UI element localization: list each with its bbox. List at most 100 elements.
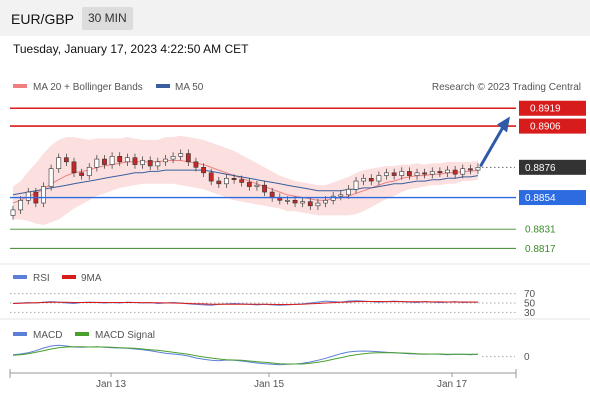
candle-body — [338, 194, 344, 197]
candle-body — [124, 157, 130, 163]
candle-body — [246, 182, 252, 187]
x-axis: Jan 13 Jan 15 Jan 17 — [96, 373, 467, 390]
candle-body — [361, 178, 367, 182]
candle-body — [285, 199, 290, 202]
header-bar: EUR/GBP 30 MIN — [0, 0, 590, 36]
last-price-tag — [519, 159, 586, 175]
rsi-level-label: 70 — [524, 289, 536, 300]
legend-macd-signal-label: MACD Signal — [95, 330, 155, 341]
candle-body — [323, 199, 328, 204]
candle-body — [452, 169, 458, 175]
candle-body — [163, 158, 168, 163]
candle-body — [117, 156, 123, 163]
macd-signal-line — [12, 346, 478, 365]
support-label: 0.8831 — [525, 225, 556, 236]
pivot-label: 0.8854 — [525, 193, 556, 204]
candle-body — [406, 171, 412, 176]
candle-body — [239, 179, 245, 183]
candle-body — [185, 153, 191, 163]
legend-macd-label: MACD — [33, 330, 62, 341]
candle-body — [414, 172, 420, 176]
price-panel — [10, 135, 481, 226]
timeframe-badge[interactable]: 30 MIN — [82, 7, 133, 30]
resistance-label: 0.8919 — [530, 104, 561, 115]
candle-body — [170, 156, 176, 160]
candle-body — [384, 172, 389, 176]
legend-rsi-label: RSI — [33, 273, 50, 284]
x-tick-label: Jan 15 — [254, 379, 284, 390]
projection-arrow-head — [497, 116, 510, 133]
candle-body — [467, 168, 473, 171]
rsi-level-label: 30 — [524, 308, 536, 319]
candle-body — [300, 201, 306, 204]
candle-body — [155, 161, 161, 167]
candle-body — [56, 157, 62, 169]
ma50-line — [12, 169, 479, 196]
legend-rsi-ma-swatch — [62, 275, 76, 279]
candle-body — [63, 157, 69, 163]
resistance-tag — [519, 100, 586, 116]
candle-body — [201, 167, 206, 174]
legend-ma50-label: MA 50 — [175, 82, 204, 93]
pivot-tag — [519, 190, 586, 206]
projection-arrow-shaft — [479, 123, 506, 167]
timestamp: Tuesday, January 17, 2023 4:22:50 AM CET — [13, 42, 249, 56]
candle-body — [25, 191, 31, 201]
legend-rsi-ma-label: 9MA — [81, 273, 102, 284]
candle-body — [376, 175, 382, 182]
candle-body — [254, 184, 260, 187]
x-tick-label: Jan 13 — [96, 379, 126, 390]
levels: 0.8919 0.8906 0.8876 0.8854 0.8831 0.8817 — [10, 100, 586, 255]
support-label: 0.8817 — [525, 244, 556, 255]
macd-line — [12, 344, 479, 366]
resistance-label: 0.8906 — [530, 122, 561, 133]
legend-ma20-swatch — [13, 84, 27, 88]
candle-body — [86, 167, 92, 176]
legend-macd-swatch — [13, 332, 27, 336]
candle-body — [292, 199, 298, 204]
candle-body — [216, 180, 222, 185]
candle-body — [79, 172, 85, 176]
pair-title: EUR/GBP — [11, 11, 75, 27]
x-tick-label: Jan 17 — [437, 379, 467, 390]
candle-body — [231, 178, 237, 180]
legend-ma20-label: MA 20 + Bollinger Bands — [33, 82, 143, 93]
candle-body — [132, 157, 138, 165]
candle-body — [48, 168, 54, 187]
candle-body — [269, 191, 275, 198]
candle-body — [102, 158, 107, 165]
legend-ma50-swatch — [156, 84, 170, 88]
candle-body — [399, 171, 405, 176]
candle-body — [10, 209, 16, 216]
candle-body — [391, 172, 397, 176]
candle-body — [109, 156, 115, 165]
candle-body — [475, 167, 481, 171]
candle-body — [422, 172, 428, 175]
rsi-level-label: 50 — [524, 299, 536, 310]
candle-body — [41, 186, 46, 204]
candle-body — [368, 178, 374, 182]
candle-body — [94, 158, 100, 168]
macd-panel: 0 — [12, 344, 530, 366]
candle-body — [315, 202, 321, 207]
candle-body — [307, 201, 313, 207]
rsi-ma-line — [12, 301, 479, 305]
legend-macd-signal-swatch — [75, 332, 89, 336]
candle-body — [429, 171, 435, 175]
candle-body — [262, 184, 267, 193]
candle-body — [140, 160, 145, 165]
candle-body — [437, 171, 443, 174]
legend-rsi-swatch — [13, 275, 27, 279]
copyright: Research © 2023 Trading Central — [432, 82, 581, 93]
candle-body — [193, 161, 199, 168]
candle-body — [18, 199, 24, 211]
candle-body — [178, 153, 184, 157]
resistance-tag — [519, 118, 586, 134]
candle-body — [224, 178, 229, 185]
bollinger-band — [13, 135, 478, 226]
macd-zero-label: 0 — [524, 352, 530, 363]
candle-body — [147, 160, 153, 167]
candle-body — [71, 161, 77, 174]
